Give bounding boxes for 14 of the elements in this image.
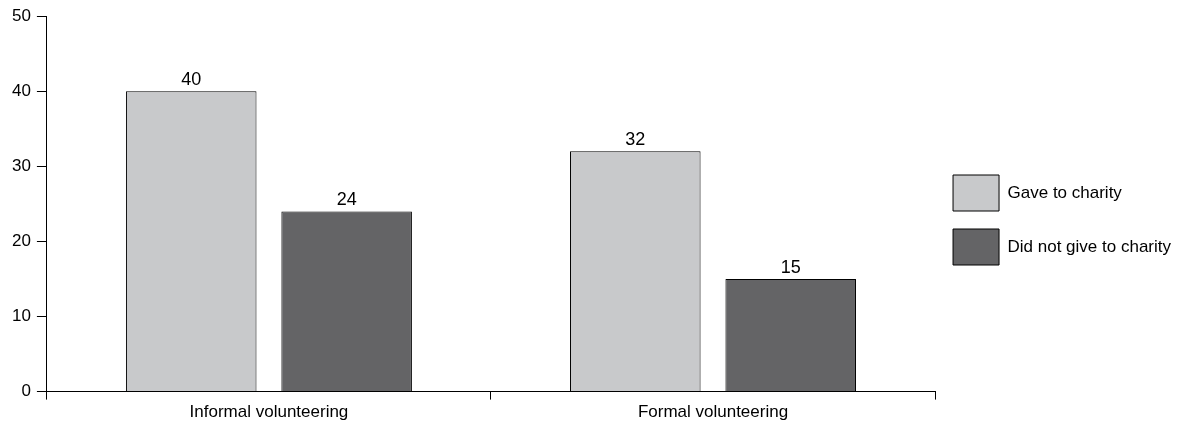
x-tick-label: Informal volunteering	[189, 402, 349, 422]
data-label: 15	[780, 256, 801, 277]
data-label: 32	[625, 129, 646, 150]
y-tick-label: 40	[11, 80, 31, 100]
y-tick-label: 50	[11, 5, 31, 25]
legend-label: Gave to charity	[1007, 182, 1123, 202]
x-tick-label: Formal volunteering	[637, 402, 789, 422]
y-tick-label: 10	[11, 306, 31, 326]
legend-label: Did not give to charity	[1007, 236, 1172, 256]
data-label: 24	[336, 189, 357, 210]
y-tick-label: 20	[11, 231, 31, 251]
y-tick-label: 30	[11, 156, 31, 176]
y-tick-label: 0	[21, 381, 31, 401]
data-label: 40	[181, 69, 202, 90]
